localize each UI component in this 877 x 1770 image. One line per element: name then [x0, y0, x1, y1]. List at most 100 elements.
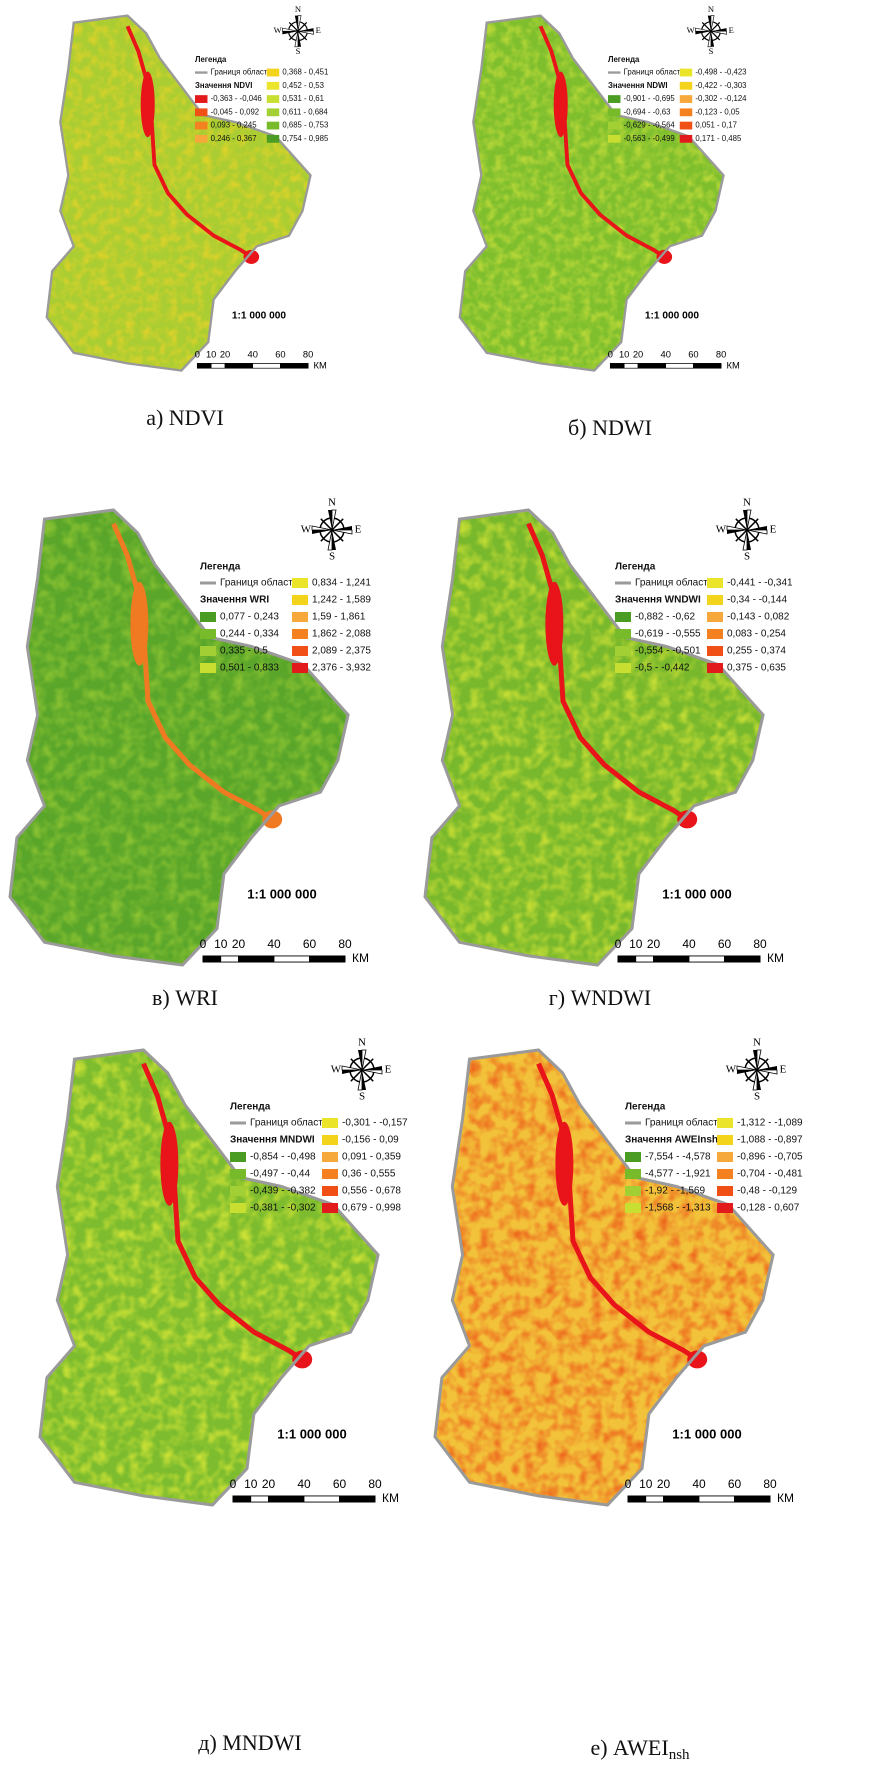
compass-n: N [708, 4, 714, 14]
scale-tick-label: 40 [692, 1477, 706, 1491]
scale-tick-label: 40 [248, 349, 258, 359]
legend-label: -0,128 - 0,607 [737, 1203, 800, 1214]
legend-swatch [200, 629, 216, 639]
legend-swatch [267, 135, 279, 143]
legend-title: Легенда [615, 562, 656, 573]
legend-label: -0,5 - -0,442 [635, 663, 690, 674]
legend-swatch [322, 1118, 338, 1128]
legend-label: -0,629 - -0,564 [624, 121, 676, 130]
legend-label: -0,156 - 0,09 [342, 1135, 399, 1146]
scale-tick-label: 10 [639, 1477, 653, 1491]
value-title: Значення NDVI [195, 81, 252, 90]
legend-swatch [717, 1118, 733, 1128]
legend-label: 2,376 - 3,932 [312, 663, 371, 674]
boundary-label: Границя області [211, 68, 270, 77]
legend-label: -0,882 - -0,62 [635, 612, 695, 623]
legend-swatch [292, 629, 308, 639]
legend-label: -0,554 - -0,501 [635, 646, 701, 657]
compass-s: S [754, 1091, 760, 1103]
legend-label: -0,497 - -0,44 [250, 1169, 310, 1180]
scale-segment [310, 956, 346, 962]
scale-tick-label: 10 [206, 349, 216, 359]
reservoir [130, 582, 148, 666]
scale-segment [340, 1496, 376, 1502]
legend-label: -0,439 - -0,382 [250, 1186, 316, 1197]
scale-segment [203, 956, 221, 962]
caption: в) WRI [152, 985, 218, 1010]
legend-label: 0,171 - 0,485 [695, 134, 742, 143]
compass: NSEW [726, 1037, 787, 1103]
legend-label: -0,422 - -0,303 [695, 81, 746, 90]
caption-text: г) WNDWI [549, 985, 651, 1010]
scale-segment [735, 1496, 771, 1502]
scale-tick-label: 20 [657, 1477, 671, 1491]
legend-label: 0,501 - 0,833 [220, 663, 279, 674]
legend-swatch [292, 578, 308, 588]
legend-swatch [615, 612, 631, 622]
scale-tick-label: 10 [619, 349, 629, 359]
scale-ratio: 1:1 000 000 [672, 1426, 741, 1441]
compass-n: N [753, 1037, 761, 1049]
legend-label: -0,896 - -0,705 [737, 1152, 803, 1163]
legend-label: 0,531 - 0,61 [282, 94, 324, 103]
legend-swatch [717, 1169, 733, 1179]
legend-label: 0,091 - 0,359 [342, 1152, 401, 1163]
legend-label: -1,568 - -1,313 [645, 1203, 711, 1214]
scale-segment [638, 363, 666, 368]
scale-segment [636, 956, 654, 962]
legend-label: 0,452 - 0,53 [282, 81, 324, 90]
legend-swatch [680, 69, 692, 77]
scale-segment [699, 1496, 735, 1502]
scale-tick-label: 60 [303, 937, 317, 951]
legend-swatch [707, 612, 723, 622]
legend-label: 0,335 - 0,5 [220, 646, 268, 657]
legend-swatch [230, 1152, 246, 1162]
legend-swatch [625, 1152, 641, 1162]
scale-ratio: 1:1 000 000 [662, 886, 731, 901]
reservoir [545, 582, 563, 666]
legend-label: -0,441 - -0,341 [727, 578, 793, 589]
scale-segment [221, 956, 239, 962]
legend-label: -0,045 - 0,092 [211, 107, 260, 116]
compass-s: S [744, 551, 750, 563]
scale-segment [274, 956, 310, 962]
compass: NSEW [716, 497, 777, 563]
scale-segment [304, 1496, 340, 1502]
legend-swatch [625, 1186, 641, 1196]
legend-swatch [230, 1169, 246, 1179]
legend-swatch [267, 95, 279, 103]
legend-swatch [625, 1203, 641, 1213]
value-title: Значення MNDWI [230, 1135, 315, 1146]
legend-label: 0,093 - 0,245 [211, 121, 258, 130]
legend-label: -1,088 - -0,897 [737, 1135, 803, 1146]
scale-tick-label: 40 [661, 349, 671, 359]
scale-tick-label: 80 [763, 1477, 777, 1491]
legend-swatch [267, 122, 279, 130]
compass-e: E [729, 25, 734, 35]
legend-label: -7,554 - -4,578 [645, 1152, 711, 1163]
caption: а) NDVI [146, 405, 224, 430]
scale-unit: КМ [777, 1491, 794, 1505]
caption-text: е) AWEI [590, 1735, 668, 1760]
scale-unit: КМ [727, 360, 740, 370]
scale-segment [689, 956, 725, 962]
scale-ratio: 1:1 000 000 [645, 311, 699, 322]
scale-segment [253, 363, 281, 368]
legend-swatch [267, 108, 279, 116]
scale-tick-label: 60 [728, 1477, 742, 1491]
compass: NSEW [301, 497, 362, 563]
legend-label: 0,244 - 0,334 [220, 629, 279, 640]
value-title: Значення WNDWI [615, 595, 701, 606]
map-panel: NSEWЛегендаГраниця областіЗначення NDWI-… [460, 4, 747, 370]
legend-label: 0,051 - 0,17 [695, 121, 737, 130]
scale-segment [269, 1496, 305, 1502]
legend-title: Легенда [230, 1102, 271, 1113]
compass-e: E [355, 524, 362, 536]
legend-swatch [322, 1203, 338, 1213]
legend-label: 0,077 - 0,243 [220, 612, 279, 623]
legend-label: 0,083 - 0,254 [727, 629, 786, 640]
legend-swatch [322, 1186, 338, 1196]
scale-tick-label: 20 [262, 1477, 276, 1491]
caption-text: а) NDVI [146, 405, 224, 430]
